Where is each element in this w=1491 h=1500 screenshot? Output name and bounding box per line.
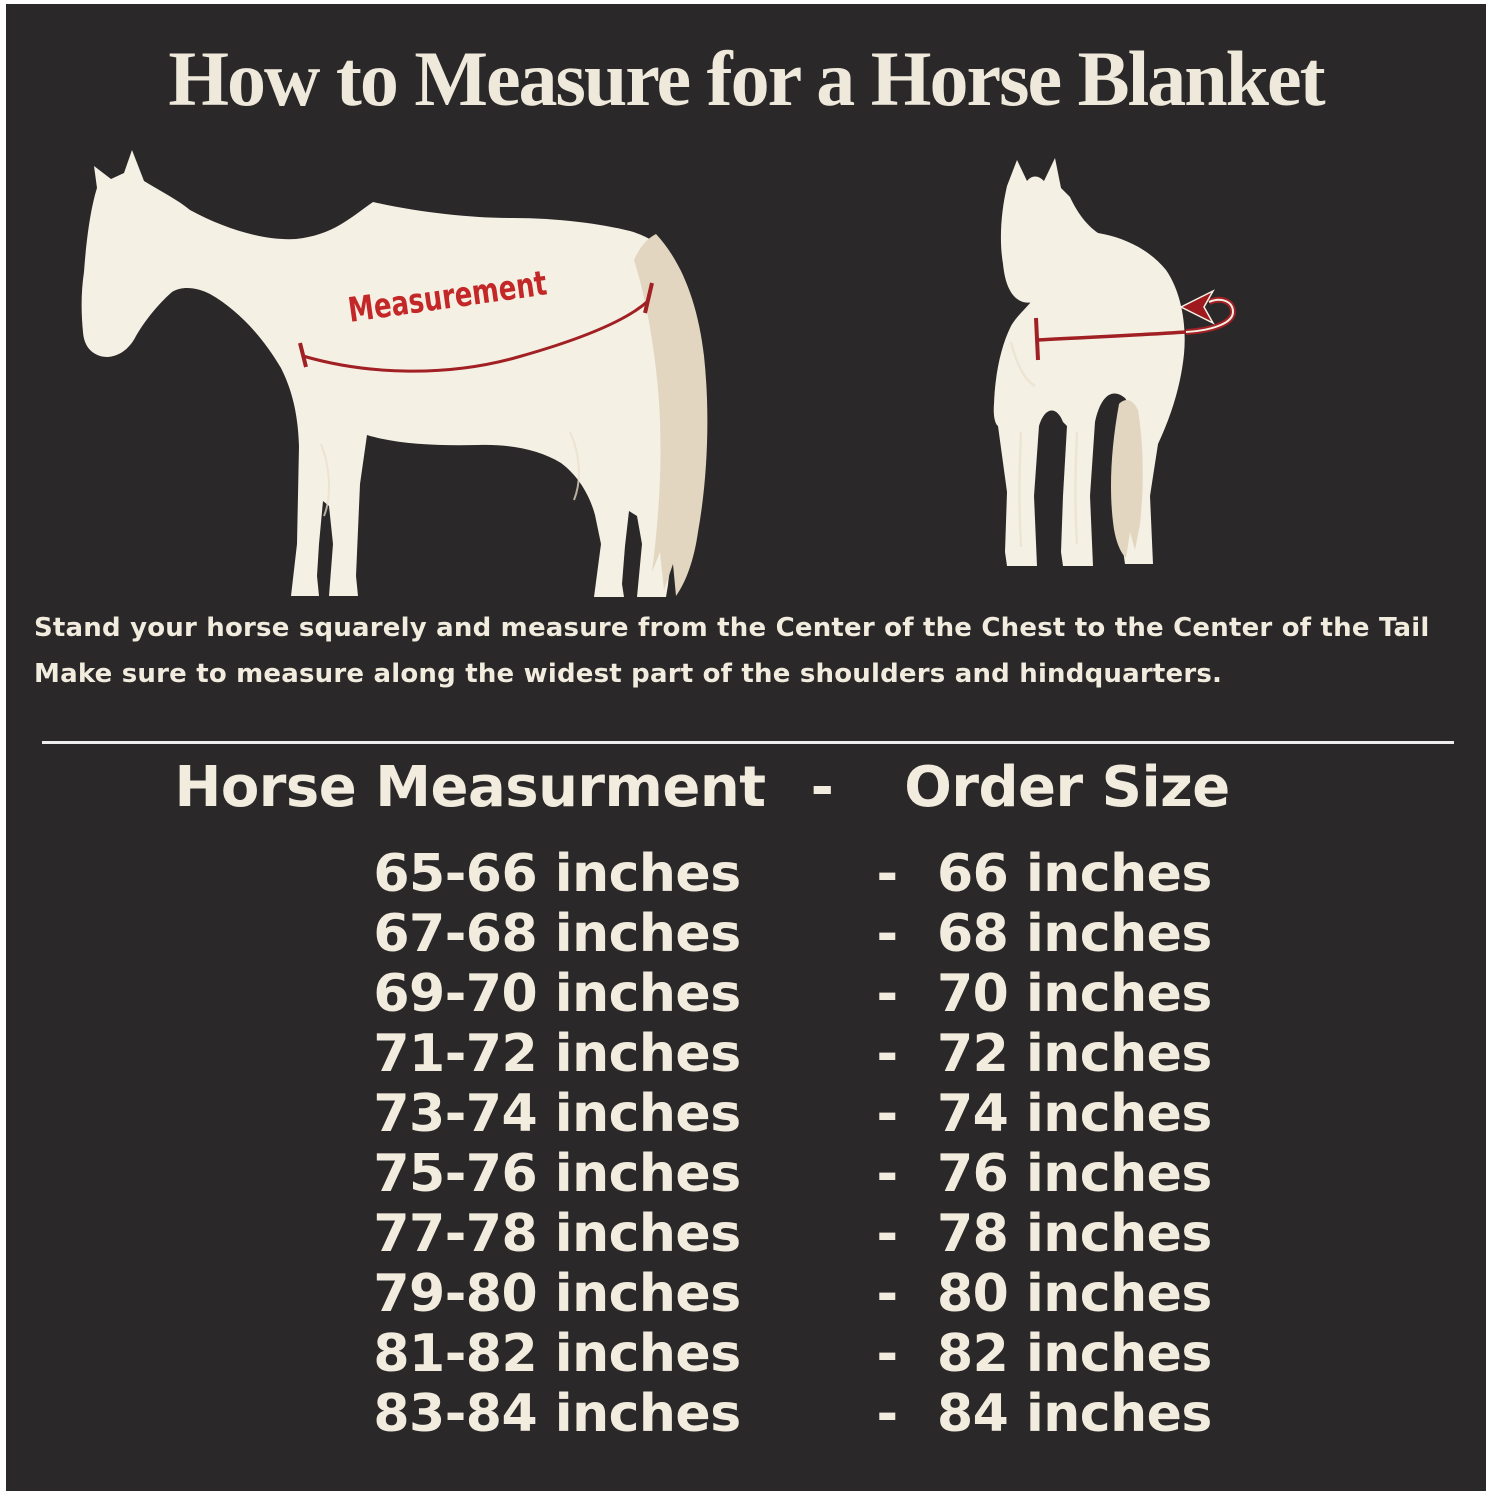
horse-side-shading bbox=[320, 431, 580, 517]
table-row-measurement: 75-76 inches bbox=[373, 1144, 741, 1204]
table-row-order-size: 80 inches bbox=[937, 1264, 1212, 1324]
table-row-separator: - bbox=[876, 1024, 898, 1084]
table-row-measurement: 81-82 inches bbox=[373, 1324, 741, 1384]
measuring-instructions: Stand your horse squarely and measure fr… bbox=[34, 605, 1476, 697]
table-row-order-size: 70 inches bbox=[937, 964, 1212, 1024]
table-row-order-size: 82 inches bbox=[937, 1324, 1212, 1384]
size-table-rows: 65-66 inches - 66 inches 67-68 inches - … bbox=[277, 844, 1212, 1444]
horse-front-tail bbox=[1111, 400, 1143, 558]
table-row-order-size: 84 inches bbox=[937, 1384, 1212, 1444]
horse-side-tail bbox=[634, 234, 708, 596]
size-table-header: Horse Measurment - Order Size bbox=[150, 756, 1280, 820]
horse-front-view-illustration bbox=[993, 158, 1237, 566]
table-row-separator: - bbox=[876, 1204, 898, 1264]
header-separator: - bbox=[810, 755, 834, 820]
table-row-order-size: 72 inches bbox=[937, 1024, 1212, 1084]
table-row-separator: - bbox=[876, 1384, 898, 1444]
girth-line-tick bbox=[1034, 317, 1040, 361]
measurement-line bbox=[302, 299, 650, 373]
table-row-separator: - bbox=[876, 844, 898, 904]
horse-front-shading bbox=[1009, 341, 1079, 548]
horse-side-body bbox=[81, 150, 698, 597]
instructions-line-2: Make sure to measure along the widest pa… bbox=[34, 659, 1223, 689]
girth-line bbox=[1036, 330, 1187, 342]
table-row-measurement: 71-72 inches bbox=[373, 1024, 741, 1084]
instructions-line-1: Stand your horse squarely and measure fr… bbox=[34, 613, 1430, 643]
table-row-separator: - bbox=[876, 1084, 898, 1144]
section-divider bbox=[42, 741, 1454, 744]
measurement-column-header: Horse Measurment bbox=[174, 755, 766, 820]
table-row-separator: - bbox=[876, 1324, 898, 1384]
table-row-separator: - bbox=[876, 904, 898, 964]
wrap-arrow-loop-core bbox=[1185, 298, 1235, 333]
table-row-order-size: 66 inches bbox=[937, 844, 1212, 904]
page-title: How to Measure for a Horse Blanket bbox=[168, 35, 1325, 122]
horse-side-view-illustration: Measurement bbox=[81, 150, 708, 597]
order-size-column-header: Order Size bbox=[904, 755, 1230, 820]
wrap-arrow-head bbox=[1179, 289, 1215, 325]
table-row-separator: - bbox=[876, 1144, 898, 1204]
table-row-measurement: 83-84 inches bbox=[373, 1384, 741, 1444]
measurement-line-ticks bbox=[298, 282, 654, 368]
table-row-separator: - bbox=[876, 1264, 898, 1324]
table-row-order-size: 68 inches bbox=[937, 904, 1212, 964]
table-row-order-size: 74 inches bbox=[937, 1084, 1212, 1144]
table-row-separator: - bbox=[876, 964, 898, 1024]
table-row-measurement: 77-78 inches bbox=[373, 1204, 741, 1264]
table-row-measurement: 67-68 inches bbox=[373, 904, 741, 964]
horse-front-body bbox=[993, 158, 1185, 566]
table-row-measurement: 65-66 inches bbox=[373, 844, 741, 904]
table-row-measurement: 69-70 inches bbox=[373, 964, 741, 1024]
table-row-order-size: 76 inches bbox=[937, 1144, 1212, 1204]
table-row-measurement: 73-74 inches bbox=[373, 1084, 741, 1144]
table-row-measurement: 79-80 inches bbox=[373, 1264, 741, 1324]
table-row-order-size: 78 inches bbox=[937, 1204, 1212, 1264]
